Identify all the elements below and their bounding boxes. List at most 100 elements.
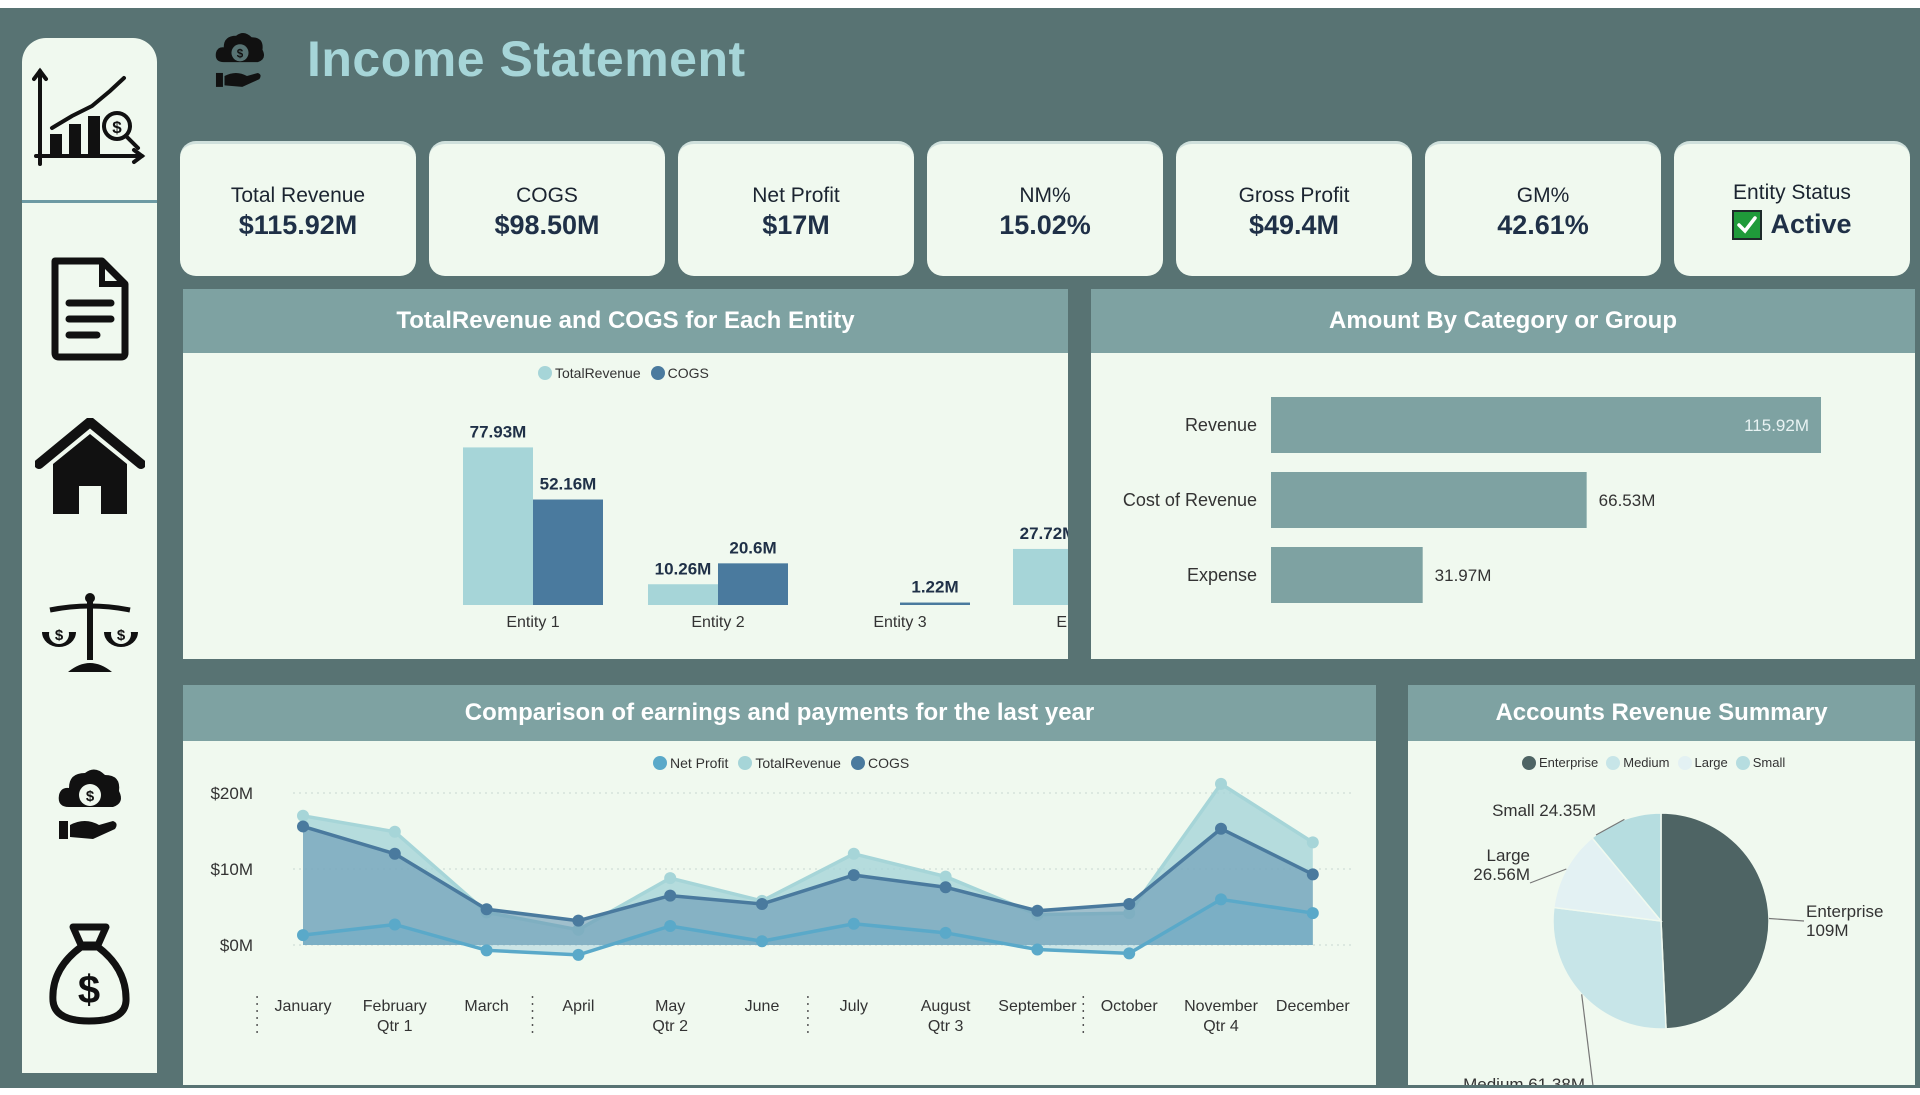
- status-value: Active: [1770, 209, 1852, 239]
- data-point: [572, 948, 585, 961]
- y-tick-label: $0M: [220, 936, 253, 955]
- cloud-money-logo-icon: $: [215, 32, 265, 87]
- panel-title: Amount By Category or Group: [1091, 289, 1915, 353]
- x-tick-label: January: [275, 998, 332, 1015]
- panel-amount-by-category: Amount By Category or Group Revenue 115.9…: [1091, 289, 1915, 659]
- data-point: [1215, 822, 1227, 835]
- legend-item[interactable]: Medium: [1606, 755, 1670, 770]
- report-doc-icon: [51, 257, 129, 361]
- pie-slice-medium: [1552, 906, 1667, 1030]
- data-point: [1123, 897, 1136, 910]
- svg-text:$: $: [54, 627, 63, 644]
- bar-totalrevenue: [648, 584, 718, 605]
- data-point: [664, 920, 677, 932]
- legend-label: TotalRevenue: [555, 365, 641, 381]
- legend-dot: [1522, 755, 1536, 770]
- legend-item[interactable]: TotalRevenue: [738, 755, 841, 771]
- pie-slice-large: [1553, 836, 1663, 922]
- y-tick-label: $20M: [210, 784, 253, 803]
- bar-cogs: [900, 602, 970, 605]
- analytics-chart-icon: $: [32, 67, 146, 166]
- sidebar-item-analytics[interactable]: $: [22, 48, 157, 188]
- data-point: [1306, 907, 1319, 920]
- data-point: [756, 935, 768, 948]
- x-tick-label: July: [840, 998, 868, 1015]
- sidebar-item-home[interactable]: [22, 413, 157, 523]
- page-title: Income Statement: [307, 31, 746, 87]
- quarter-label: Qtr 2: [652, 1018, 688, 1035]
- kpi-value: $49.4M: [1248, 210, 1340, 240]
- x-tick-label: Entity 5: [1056, 614, 1068, 631]
- data-point: [1306, 836, 1319, 849]
- leader-line: [1581, 994, 1594, 1085]
- kpi-label: Total Revenue: [230, 184, 366, 207]
- data-point: [1031, 943, 1044, 956]
- svg-text:$: $: [78, 968, 100, 1012]
- leader-line: [1595, 818, 1625, 836]
- bar-cogs: [718, 563, 788, 605]
- data-point: [480, 944, 493, 957]
- data-point: [1215, 777, 1227, 790]
- legend-label: TotalRevenue: [755, 755, 841, 771]
- x-tick-label: Entity 3: [873, 614, 926, 631]
- x-tick-label: March: [464, 998, 508, 1015]
- legend-dot: [650, 366, 665, 380]
- kpi-card-gm-percent: GM% 42.61%: [1425, 141, 1661, 276]
- kpi-label: Net Profit: [752, 184, 840, 207]
- legend-item[interactable]: Net Profit: [653, 755, 728, 771]
- legend: Enterprise Medium Large Small: [1522, 755, 1785, 770]
- x-tick-label: October: [1101, 998, 1159, 1015]
- legend-dot: [850, 756, 865, 770]
- data-point: [847, 869, 860, 882]
- money-bag-icon: $: [49, 923, 130, 1024]
- panel-revenue-cogs-entity: TotalRevenue and COGS for Each Entity To…: [183, 289, 1068, 659]
- sidebar-item-report[interactable]: [22, 248, 157, 368]
- line-net-profit: [302, 897, 1314, 957]
- data-point: [1031, 904, 1044, 917]
- sidebar-item-money-bag[interactable]: $: [22, 913, 157, 1033]
- kpi-card-total-revenue: Total Revenue $115.92M: [180, 141, 416, 276]
- legend-item[interactable]: Large: [1677, 755, 1728, 770]
- x-tick-label: Entity 2: [691, 614, 744, 631]
- panel-title: Comparison of earnings and payments for …: [183, 685, 1376, 741]
- bar-totalrevenue: [1013, 548, 1068, 605]
- data-label: 52.16M: [540, 475, 597, 494]
- legend-item[interactable]: Enterprise: [1522, 755, 1598, 770]
- data-point: [297, 820, 309, 833]
- data-point: [756, 897, 768, 910]
- data-point: [664, 889, 677, 902]
- sidebar-item-balance[interactable]: $ $: [22, 588, 157, 678]
- kpi-value: $17M: [762, 210, 830, 240]
- cloud-money-icon: $: [58, 769, 121, 839]
- quarter-label: Qtr 4: [1203, 1018, 1239, 1035]
- area-chart: $20M $10M $0M January February March April May J…: [210, 777, 1353, 1036]
- legend: TotalRevenue COGS: [538, 365, 709, 381]
- sidebar: $: [22, 38, 157, 1073]
- bar-cogs: [533, 499, 603, 605]
- kpi-label: GM%: [1516, 184, 1570, 207]
- data-point: [847, 917, 860, 930]
- legend-item[interactable]: COGS: [650, 365, 709, 381]
- balance-scale-icon: $ $: [41, 593, 138, 672]
- svg-text:$: $: [112, 118, 122, 137]
- kpi-card-nm-percent: NM% 15.02%: [927, 141, 1163, 276]
- kpi-value: $98.50M: [494, 210, 600, 240]
- data-point: [297, 929, 309, 942]
- legend-dot: [738, 756, 753, 770]
- panel-earnings-payments: Comparison of earnings and payments for …: [183, 685, 1376, 1085]
- data-point: [939, 926, 952, 939]
- x-tick-label: June: [745, 998, 780, 1015]
- legend-item[interactable]: COGS: [850, 755, 909, 771]
- x-tick-label: August: [921, 998, 971, 1015]
- kpi-label: COGS: [516, 184, 578, 207]
- data-label: 1.22M: [911, 578, 958, 597]
- legend-item[interactable]: TotalRevenue: [538, 365, 641, 381]
- leader-line: [1768, 917, 1805, 922]
- x-tick-label: Entity 1: [506, 614, 559, 631]
- data-point: [1123, 947, 1136, 960]
- legend-item[interactable]: Small: [1735, 755, 1785, 770]
- bar-expense: [1271, 547, 1423, 603]
- sidebar-item-cloud-money[interactable]: $: [22, 758, 157, 848]
